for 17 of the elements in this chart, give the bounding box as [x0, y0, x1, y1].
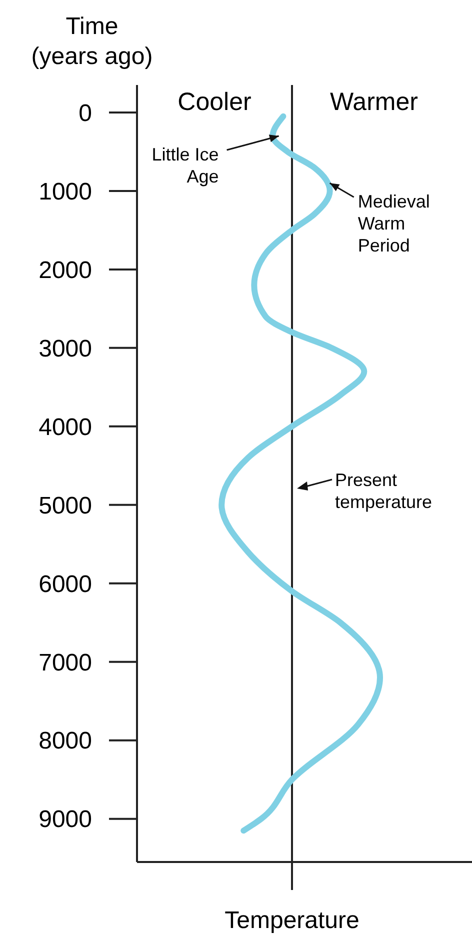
y-axis-title: Time (years ago): [31, 13, 153, 70]
y-tick-label: 9000: [38, 806, 92, 834]
y-tick-label: 7000: [38, 649, 92, 676]
y-tick-label: 4000: [38, 414, 92, 441]
annotation: Cooler: [178, 88, 252, 116]
annotation: Medieval Warm Period: [358, 191, 430, 256]
y-tick-label: 6000: [38, 570, 92, 598]
annotation: Warmer: [330, 88, 418, 116]
y-tick-label: 3000: [38, 335, 92, 362]
y-tick-label: 1000: [38, 178, 92, 206]
y-tick-label: 8000: [38, 728, 92, 755]
y-tick-label: 5000: [38, 492, 92, 520]
y-tick-label: 2000: [38, 256, 92, 284]
y-tick-label: 0: [78, 100, 92, 127]
ref-line-label: Present temperature: [335, 470, 432, 512]
x-axis-title: Temperature: [224, 907, 360, 934]
annotation: Little Ice Age: [152, 144, 219, 186]
